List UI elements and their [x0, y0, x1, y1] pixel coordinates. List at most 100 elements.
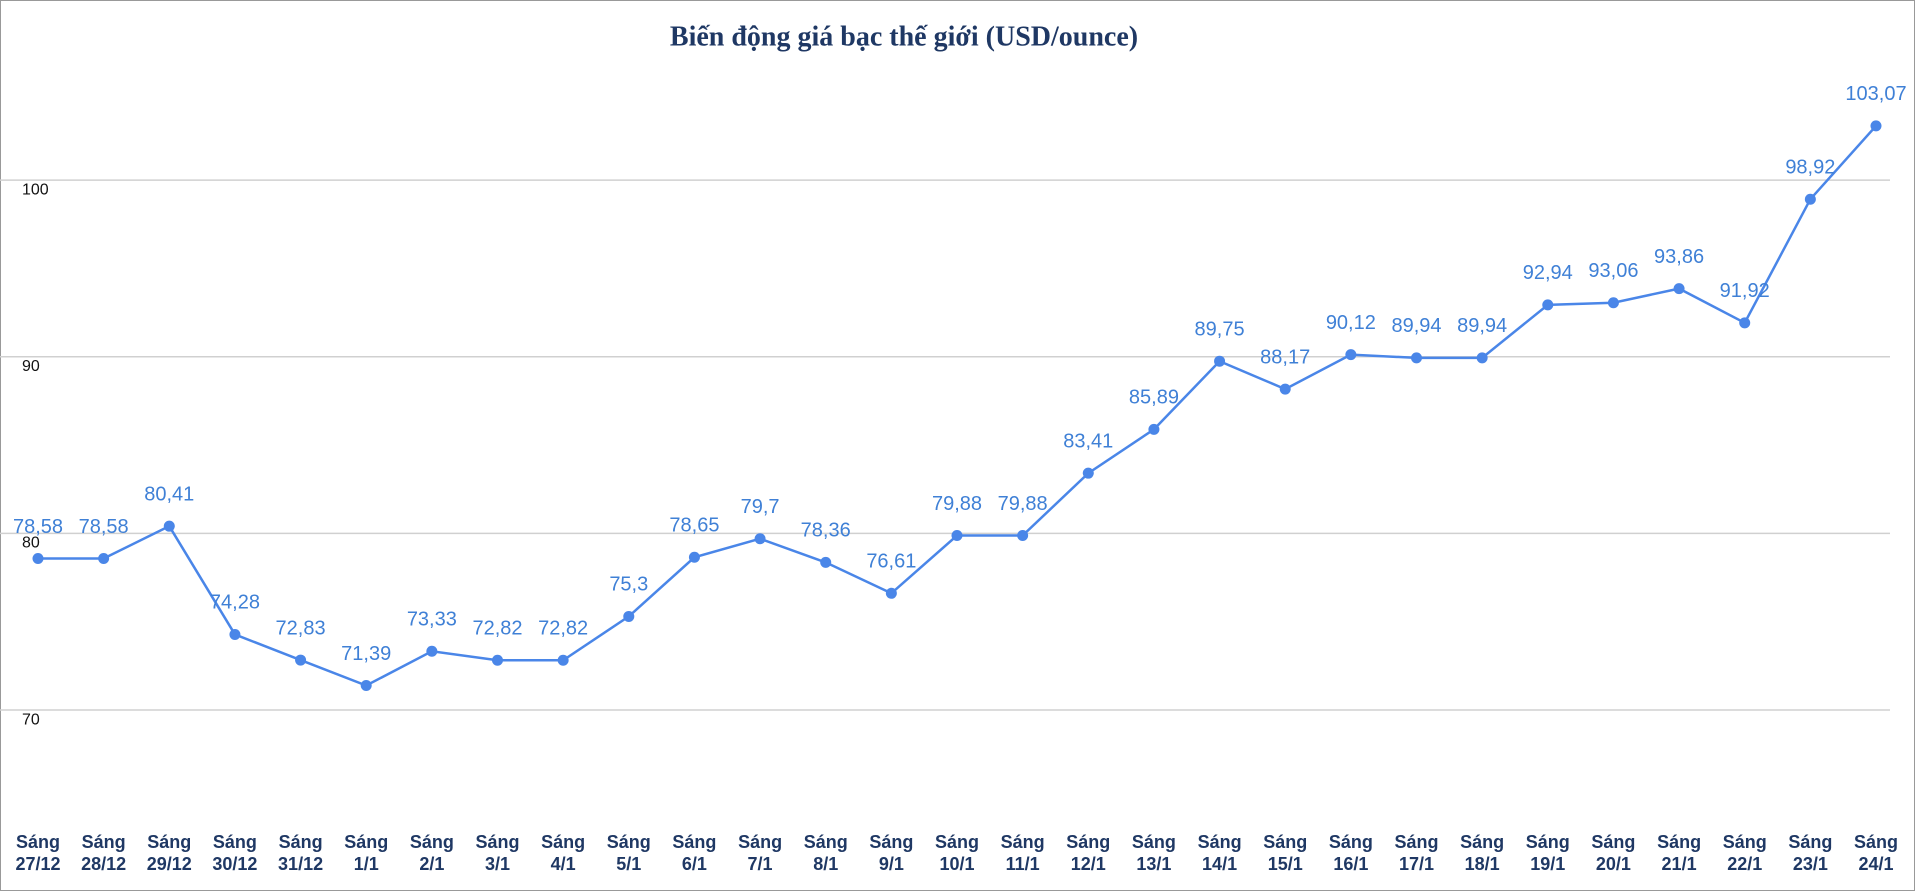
x-tick-line: Sáng	[1788, 832, 1832, 852]
value-label: 92,94	[1523, 262, 1573, 284]
point	[885, 587, 897, 599]
x-tick-line: Sáng	[147, 832, 191, 852]
point	[32, 553, 44, 565]
value-label: 79,7	[741, 496, 780, 518]
x-tick-line: 15/1	[1268, 854, 1303, 874]
x-tick-line: Sáng	[607, 832, 651, 852]
x-tick-label: Sáng 12/1	[1066, 832, 1110, 874]
x-tick-label: Sáng 22/1	[1723, 832, 1767, 874]
line	[38, 125, 1877, 687]
point	[820, 556, 832, 568]
point	[623, 610, 635, 622]
x-tick-line: Sáng	[279, 832, 323, 852]
x-tick-line: Sáng	[1394, 832, 1438, 852]
point	[426, 645, 438, 657]
x-tick-line: Sáng	[804, 832, 848, 852]
x-tick-line: Sáng	[1198, 832, 1242, 852]
point	[98, 553, 110, 565]
x-tick-label: Sáng 17/1	[1394, 832, 1438, 874]
x-tick-label: Sáng 11/1	[1001, 832, 1045, 874]
value-label: 76,61	[866, 551, 916, 573]
x-tick-label: Sáng 8/1	[804, 832, 848, 874]
x-tick-line: 19/1	[1530, 854, 1565, 874]
point	[1870, 120, 1882, 132]
value-label: 72,82	[472, 618, 522, 640]
x-tick-line: Sáng	[1263, 832, 1307, 852]
point	[1607, 297, 1619, 309]
x-tick-line: 24/1	[1858, 854, 1893, 874]
x-tick-line: 22/1	[1727, 854, 1762, 874]
x-tick-line: Sáng	[344, 832, 388, 852]
value-label: 78,58	[79, 516, 129, 538]
x-tick-label: Sáng 1/1	[344, 832, 388, 874]
value-label: 74,28	[210, 592, 260, 614]
x-tick-line: 27/12	[15, 854, 60, 874]
x-tick-line: 9/1	[879, 854, 904, 874]
x-tick-line: Sáng	[1657, 832, 1701, 852]
point	[1739, 317, 1751, 329]
y-tick-label: 80	[22, 535, 40, 552]
x-tick-line: Sáng	[1854, 832, 1898, 852]
value-label: 89,94	[1391, 315, 1441, 337]
x-tick-line: 1/1	[354, 854, 379, 874]
x-tick-label: Sáng 24/1	[1854, 832, 1898, 874]
chart-title: Biến động giá bạc thế giới (USD/ounce)	[670, 21, 1138, 52]
x-tick-line: 8/1	[813, 854, 838, 874]
point	[1017, 530, 1029, 542]
point	[1804, 193, 1816, 205]
x-tick-line: 30/12	[212, 854, 257, 874]
x-tick-label: Sáng 30/12	[212, 832, 257, 874]
x-tick-line: 16/1	[1333, 854, 1368, 874]
x-tick-label: Sáng 28/12	[81, 832, 126, 874]
x-tick-label: Sáng 3/1	[475, 832, 519, 874]
x-tick-label: Sáng 23/1	[1788, 832, 1832, 874]
x-tick-line: 18/1	[1465, 854, 1500, 874]
x-tick-label: Sáng 27/12	[15, 832, 60, 874]
x-tick-line: Sáng	[1066, 832, 1110, 852]
x-tick-line: Sáng	[1591, 832, 1635, 852]
x-tick-line: 21/1	[1662, 854, 1697, 874]
x-tick-line: Sáng	[1329, 832, 1373, 852]
value-label: 85,89	[1129, 387, 1179, 409]
x-tick-line: 23/1	[1793, 854, 1828, 874]
x-tick-label: Sáng 14/1	[1198, 832, 1242, 874]
point	[1279, 383, 1291, 395]
x-tick-label: Sáng 29/12	[147, 832, 192, 874]
x-tick-label: Sáng 21/1	[1657, 832, 1701, 874]
x-tick-line: Sáng	[672, 832, 716, 852]
point	[492, 654, 503, 666]
point	[1082, 467, 1094, 479]
x-tick-label: Sáng 15/1	[1263, 832, 1307, 874]
value-label: 93,86	[1654, 246, 1704, 268]
value-label: 72,83	[276, 617, 326, 639]
x-tick-label: Sáng 9/1	[869, 832, 913, 874]
point	[1345, 349, 1357, 361]
value-label: 80,41	[144, 483, 194, 505]
x-tick-line: Sáng	[1723, 832, 1767, 852]
x-tick-line: 2/1	[419, 854, 444, 874]
value-label: 78,65	[669, 515, 719, 537]
value-label: 93,06	[1588, 260, 1638, 282]
x-tick-line: 7/1	[748, 854, 773, 874]
point	[1673, 283, 1685, 295]
point	[688, 551, 700, 563]
x-tick-line: 17/1	[1399, 854, 1434, 874]
point	[295, 654, 307, 666]
x-tick-label: Sáng 7/1	[738, 832, 782, 874]
x-tick-line: 28/12	[81, 854, 126, 874]
point	[754, 533, 766, 545]
x-tick-line: Sáng	[1001, 832, 1045, 852]
point	[163, 520, 175, 532]
x-tick-line: 20/1	[1596, 854, 1631, 874]
x-tick-line: Sáng	[1460, 832, 1504, 852]
x-tick-label: Sáng 13/1	[1132, 832, 1176, 874]
x-tick-label: Sáng 18/1	[1460, 832, 1504, 874]
x-tick-label: Sáng 6/1	[672, 832, 716, 874]
value-label: 89,94	[1457, 315, 1507, 337]
x-tick-line: Sáng	[1526, 832, 1570, 852]
point	[1476, 352, 1488, 364]
value-label: 79,88	[998, 493, 1048, 515]
x-tick-line: 11/1	[1006, 854, 1040, 874]
x-tick-line: Sáng	[213, 832, 257, 852]
